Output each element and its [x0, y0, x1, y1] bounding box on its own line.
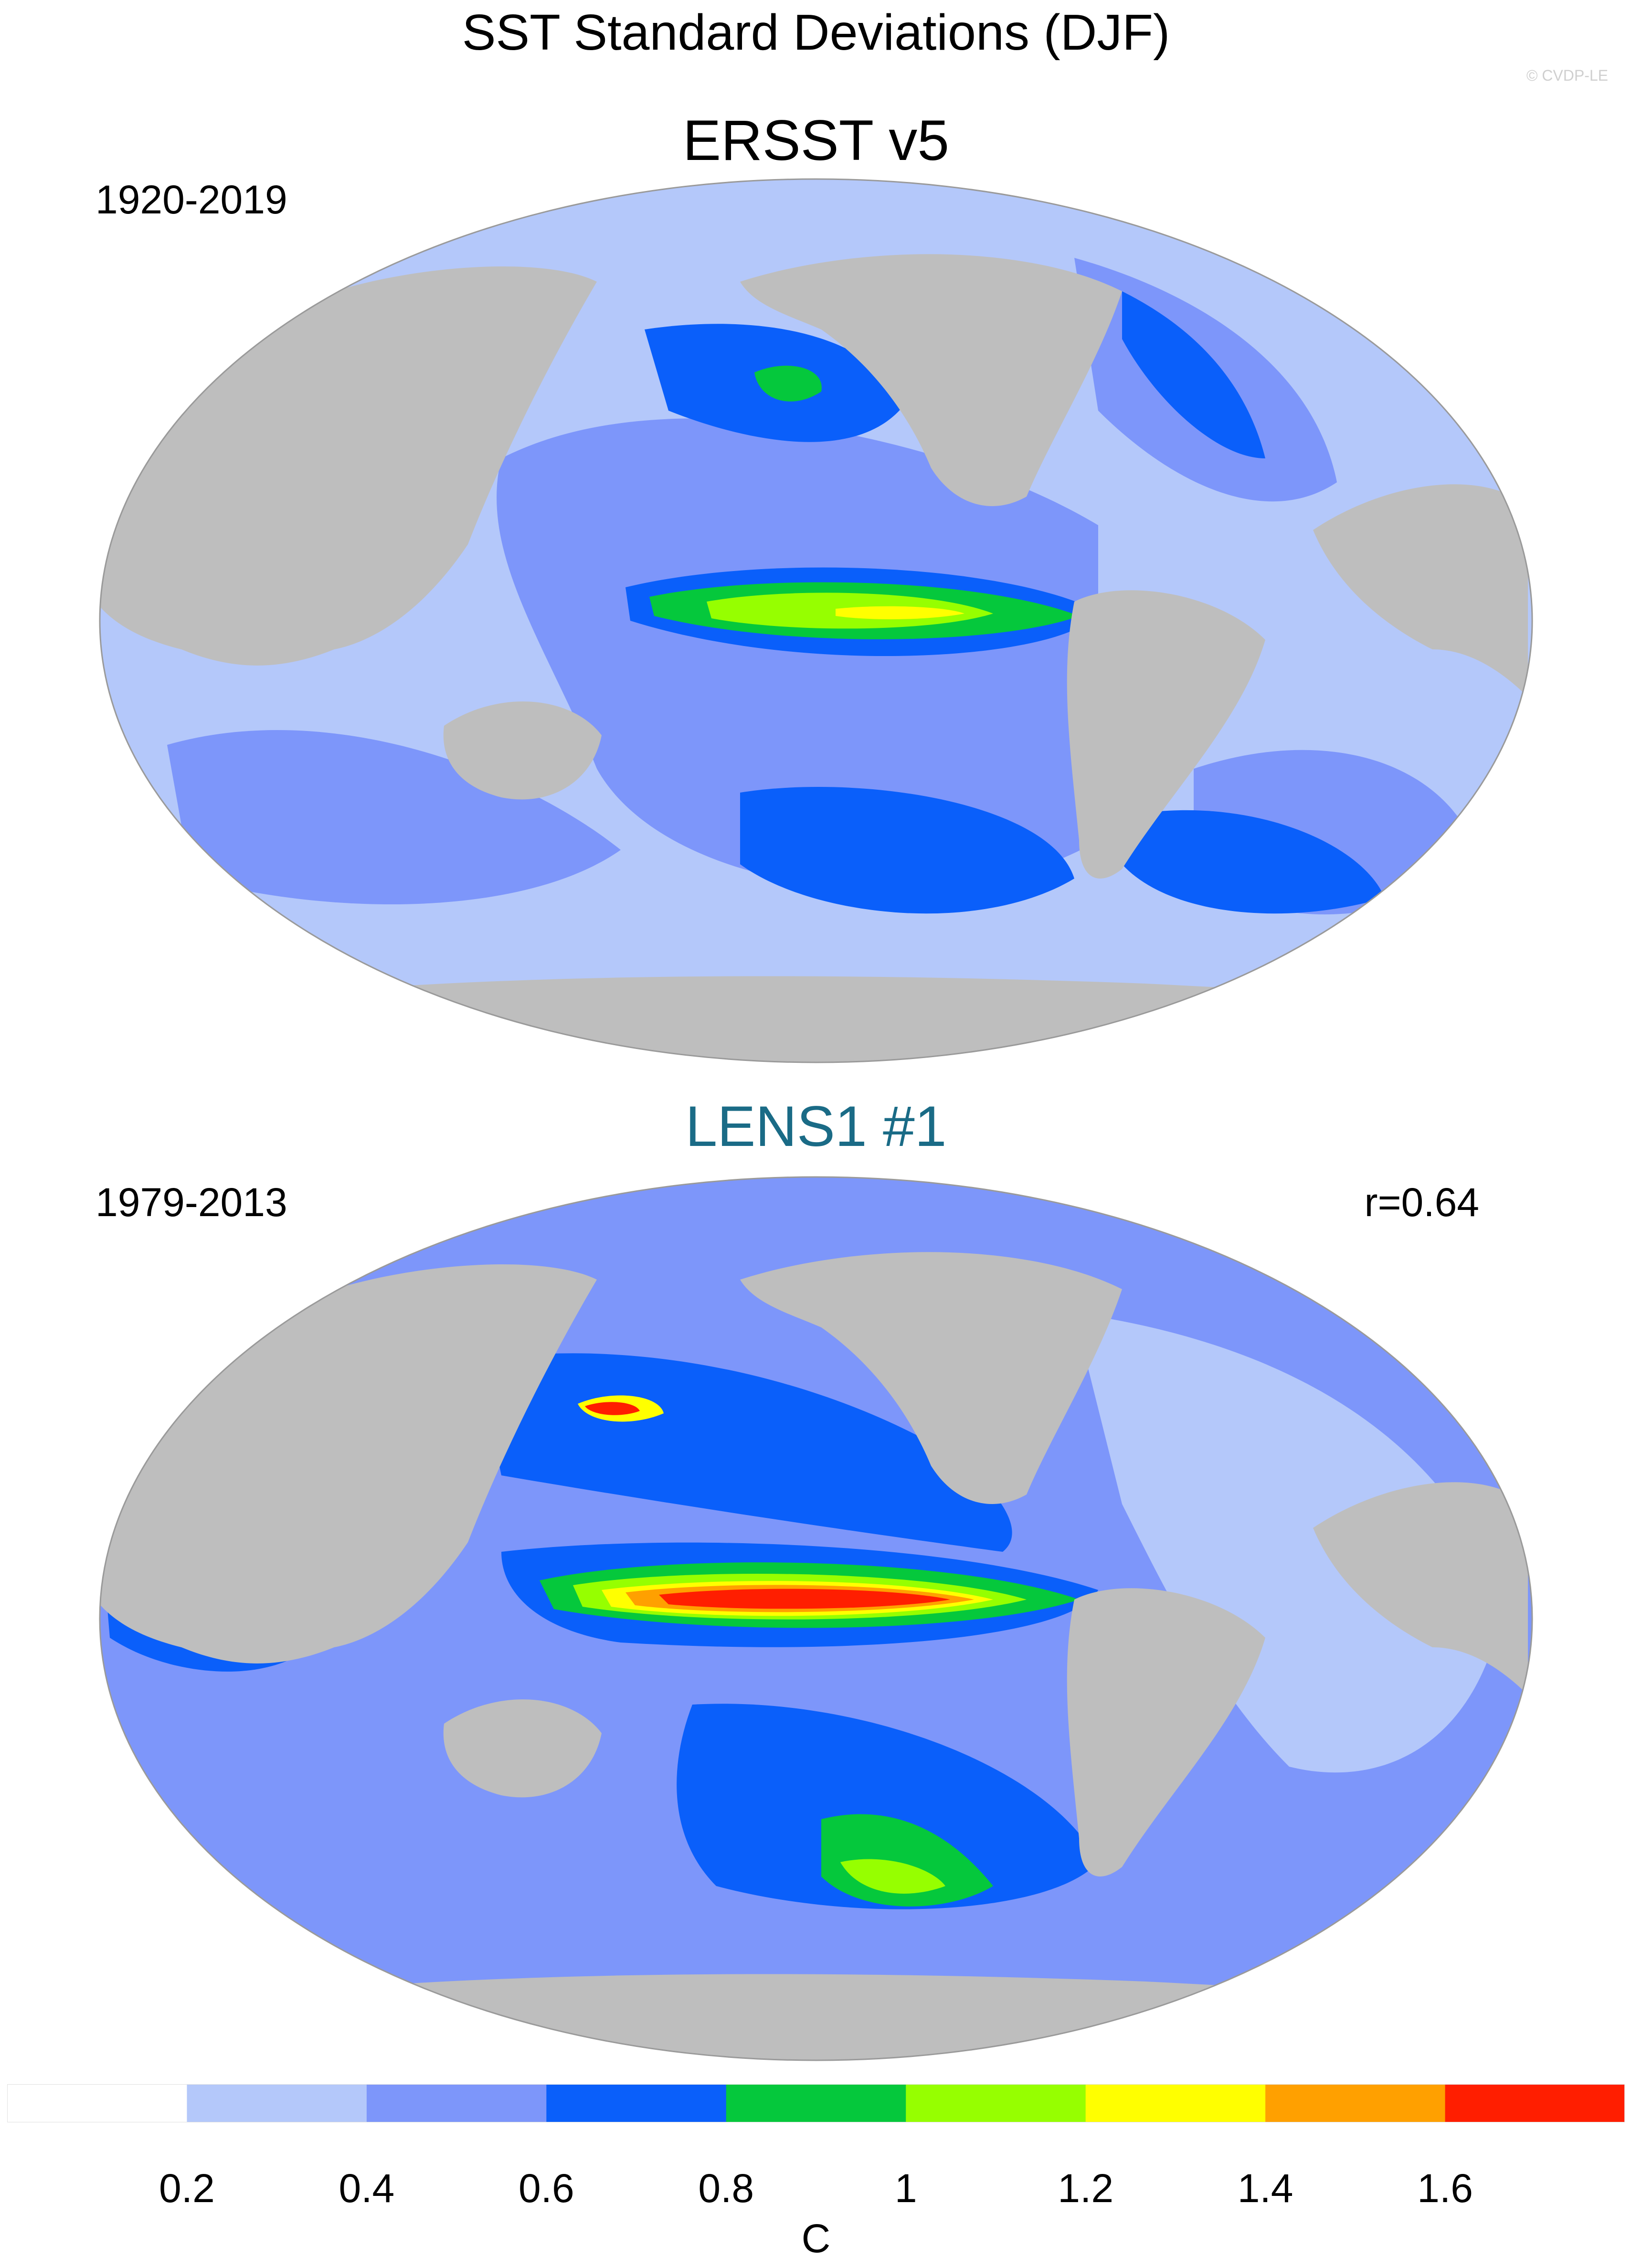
colorbar-tick-label: 0.8: [698, 2166, 754, 2211]
colorbar-bin: [187, 2084, 367, 2122]
colorbar-tick-label: 1: [894, 2166, 917, 2211]
colorbar-tick-label: 0.6: [518, 2166, 574, 2211]
land-north-america: [740, 1252, 1122, 1504]
colorbar-bin: [366, 2084, 547, 2122]
sd-band-0.2-0.4: [1074, 1313, 1504, 1773]
panel-1-period: 1920-2019: [95, 177, 287, 222]
colorbar-tick-label: 1.2: [1058, 2166, 1114, 2211]
land-antarctica: [143, 1974, 1532, 2060]
sd-band-0.6-0.8: [740, 787, 1074, 914]
panel-1-title: ERSST v5: [683, 108, 949, 172]
sd-band-0.6-0.8: [1122, 810, 1385, 914]
panel-2-map: [99, 1176, 1533, 2061]
colorbar-bin: [906, 2084, 1086, 2122]
panel-2-pattern-correlation: r=0.64: [1364, 1180, 1479, 1225]
panel-1-map: [99, 178, 1533, 1063]
copyright-notice: © CVDP-LE: [1526, 67, 1608, 84]
sd-band-0.6-0.8: [677, 1704, 1098, 1909]
colorbar-bin: [726, 2084, 906, 2122]
land-africa: [1313, 484, 1528, 697]
colorbar-unit-label: C: [801, 2216, 831, 2261]
land-south-america: [1067, 590, 1265, 879]
colorbar-tick-label: 1.6: [1417, 2166, 1473, 2211]
sd-band-0.6-0.8: [621, 1386, 745, 1439]
colorbar-frame: [7, 2084, 1625, 2122]
sd-band-0.6-0.8: [1122, 291, 1265, 458]
colorbar-tick-label: 0.4: [339, 2166, 395, 2211]
land-north-america: [740, 254, 1122, 506]
sd-band-0.8-1.0: [754, 365, 822, 402]
colorbar: [7, 2084, 1625, 2122]
land-australia: [443, 1699, 602, 1798]
panel-2-period: 1979-2013: [95, 1180, 287, 1225]
sd-band-1.2-1.4: [836, 606, 964, 619]
sd-band-above-1.6: [659, 1589, 950, 1609]
sd-band-above-1.6: [585, 1402, 640, 1415]
land-australia: [443, 701, 602, 800]
colorbar-bin: [1265, 2084, 1446, 2122]
colorbar-bin: [7, 2084, 187, 2122]
sd-band-0.4-0.6: [497, 418, 1098, 890]
colorbar-bin: [1085, 2084, 1266, 2122]
colorbar-tick-label: 1.4: [1237, 2166, 1293, 2211]
land-south-america: [1067, 1588, 1265, 1876]
sd-band-1.0-1.2: [840, 1859, 945, 1894]
colorbar-tick-label: 0.2: [159, 2166, 215, 2211]
figure-title: SST Standard Deviations (DJF): [462, 4, 1170, 61]
sd-band-0.4-0.6: [167, 730, 621, 905]
panel-2-title: LENS1 #1: [685, 1094, 947, 1158]
land-antarctica: [143, 976, 1532, 1062]
colorbar-bin: [546, 2084, 727, 2122]
colorbar-bin: [1445, 2084, 1625, 2122]
land-africa: [1313, 1482, 1528, 1695]
